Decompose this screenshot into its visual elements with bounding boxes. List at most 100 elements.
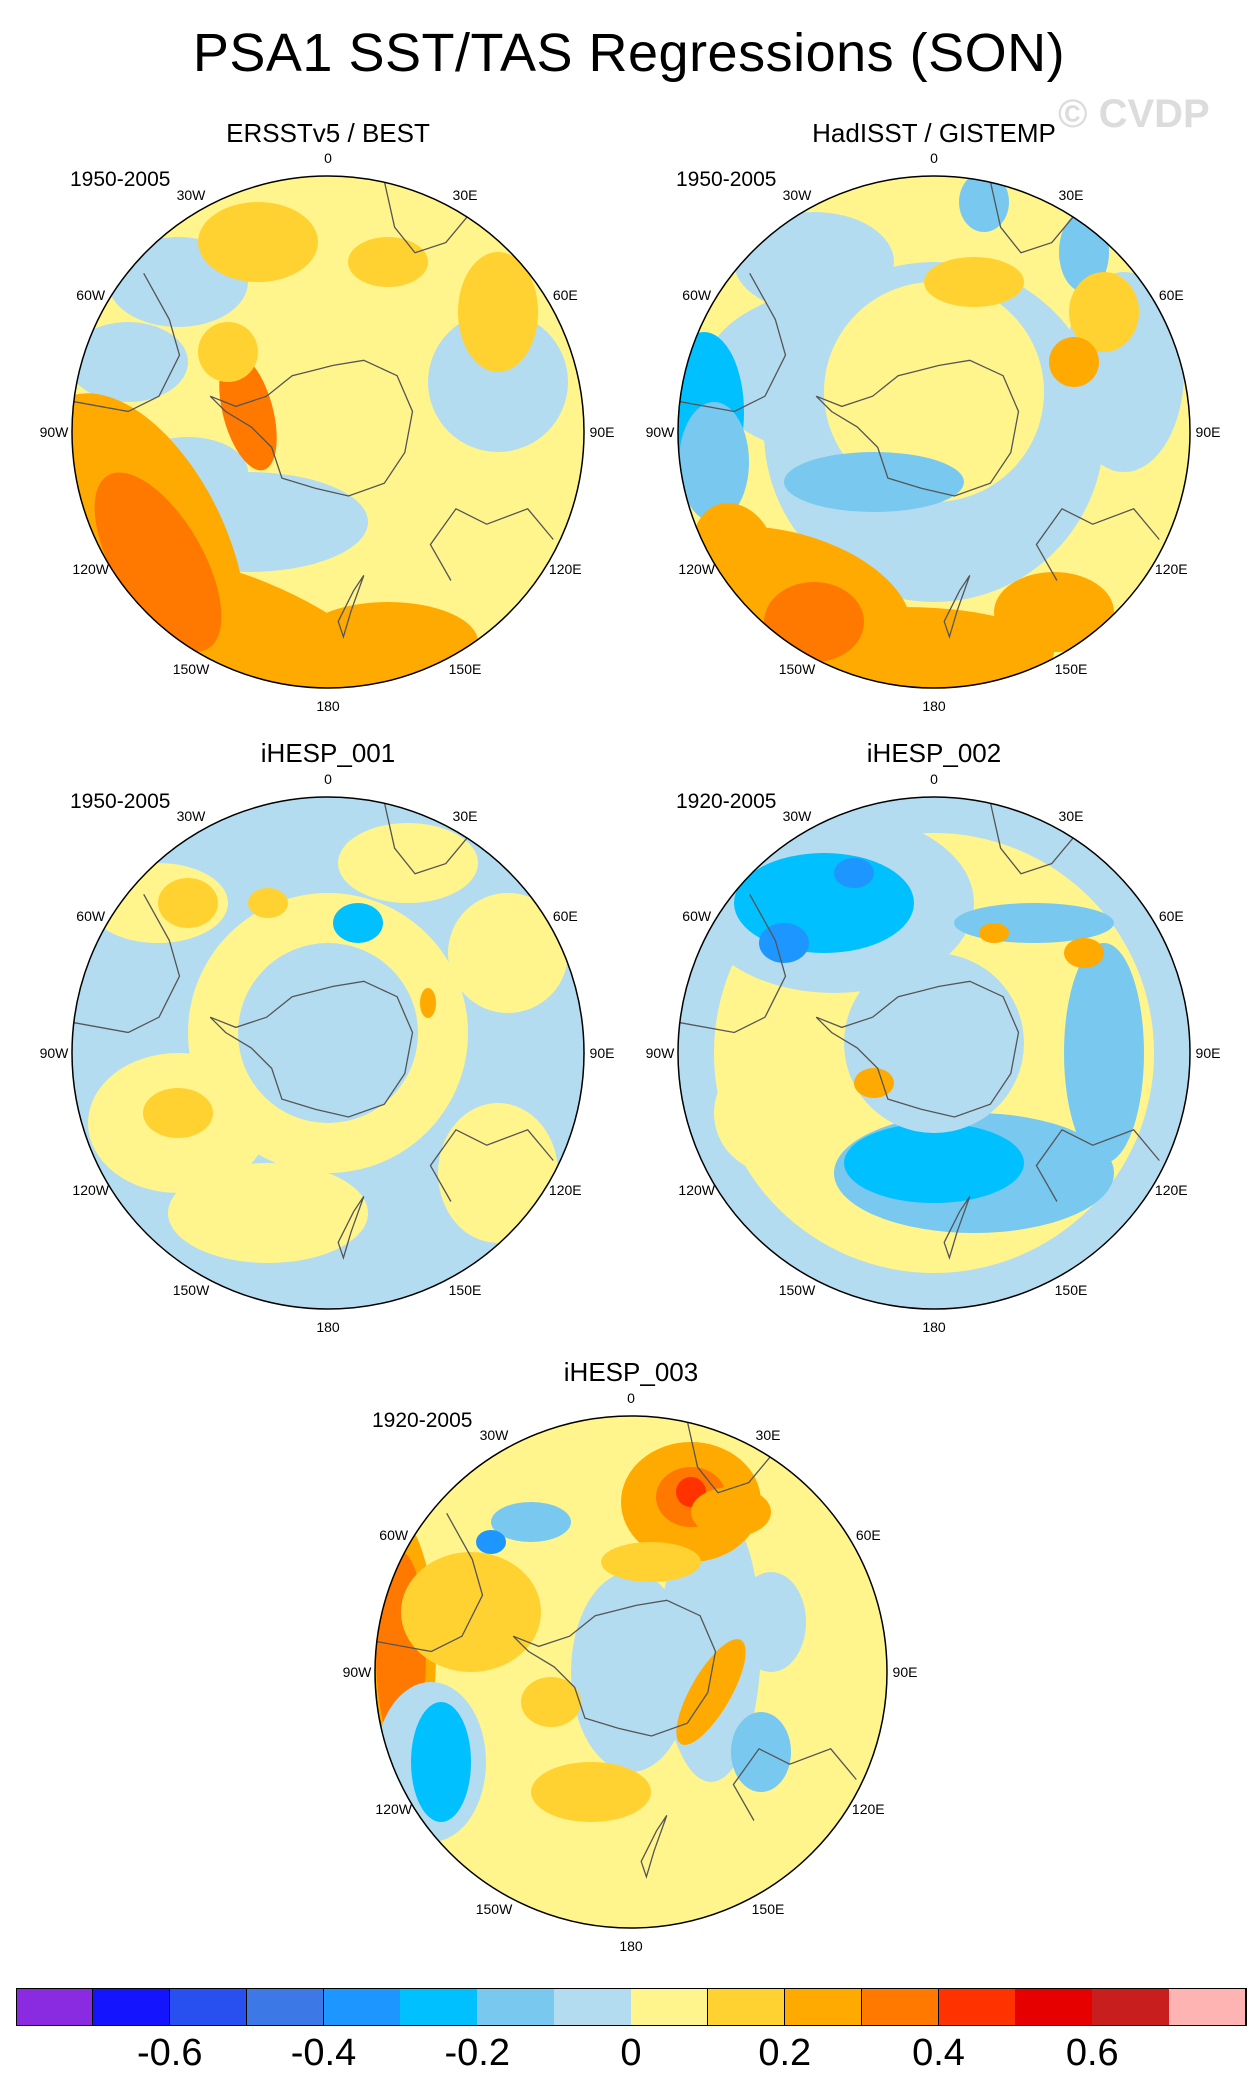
panel-title: iHESP_003: [563, 1357, 699, 1387]
longitude-label: 30W: [479, 1426, 509, 1443]
regression-contour: [428, 312, 568, 452]
colorbar-bin: [400, 1988, 478, 2026]
colorbar-bin: [92, 1988, 171, 2026]
longitude-label: 60E: [855, 1527, 881, 1543]
colorbar-tick-label: 0.6: [1065, 2032, 1119, 2074]
colorbar-bin: [1169, 1988, 1247, 2026]
coastline: [209, 980, 414, 1118]
coastline: [989, 801, 1078, 875]
coastline: [640, 1815, 668, 1879]
polar-map: [71, 175, 585, 689]
regression-contour: [219, 353, 277, 471]
longitude-label: 30W: [176, 807, 206, 824]
regression-contour: [458, 252, 538, 372]
longitude-label: 0: [324, 150, 332, 166]
longitude-label: 150W: [778, 661, 816, 678]
longitude-label: 150W: [172, 1282, 210, 1299]
polar-map: [374, 1415, 888, 1929]
longitude-label: 120W: [72, 1182, 109, 1198]
regression-contour: [348, 237, 428, 287]
coastline: [429, 507, 554, 581]
longitude-label: 120W: [72, 561, 109, 577]
polar-map: [677, 796, 1191, 1310]
longitude-label: 120W: [678, 1182, 715, 1198]
map-border: [677, 796, 1191, 1310]
longitude-label: 0: [324, 771, 332, 787]
regression-contour: [338, 823, 478, 903]
colorbar-tick-label: -0.6: [137, 2032, 203, 2074]
regression-contour: [844, 953, 1024, 1133]
coastline: [943, 1196, 971, 1260]
map-border: [677, 175, 1191, 689]
longitude-label: 180: [922, 1319, 946, 1335]
regression-contour: [601, 1542, 701, 1582]
longitude-label: 90W: [645, 424, 675, 440]
coastline: [512, 1599, 717, 1737]
longitude-label: 90W: [39, 1045, 69, 1061]
regression-contour: [198, 322, 258, 382]
longitude-label: 30W: [782, 186, 812, 203]
colorbar-bin: [323, 1988, 401, 2026]
longitude-label: 180: [316, 698, 340, 714]
regression-contour: [138, 572, 218, 632]
panel-period: 1950-2005: [676, 168, 777, 191]
panel-period: 1920-2005: [372, 1409, 473, 1432]
colorbar-tick-label: 0.2: [758, 2032, 812, 2074]
longitude-label: 120W: [678, 561, 715, 577]
regression-contour: [834, 858, 874, 888]
coastline: [383, 180, 472, 254]
coastline: [1035, 507, 1160, 581]
regression-contour: [731, 1712, 791, 1792]
coastline: [1035, 1128, 1160, 1202]
regression-contour: [676, 1639, 746, 1745]
regression-contour: [979, 923, 1009, 943]
regression-contour: [248, 888, 288, 918]
longitude-label: 60W: [682, 287, 712, 303]
regression-contour: [198, 202, 318, 282]
map-border: [71, 175, 585, 689]
longitude-label: 120E: [1154, 561, 1188, 577]
coastline: [815, 980, 1020, 1118]
colorbar-tick-label: -0.4: [290, 2032, 357, 2074]
longitude-label: 150E: [1054, 661, 1088, 678]
longitude-label: 90W: [39, 424, 69, 440]
coastline: [209, 359, 414, 497]
colorbar-bin: [246, 1988, 324, 2026]
coastline: [678, 893, 787, 1034]
longitude-label: 150W: [778, 1282, 816, 1299]
panel-title: ERSSTv5 / BEST: [226, 118, 430, 148]
longitude-label: 60W: [76, 287, 106, 303]
longitude-label: 90W: [342, 1664, 372, 1680]
longitude-label: 90E: [589, 424, 615, 440]
coastline: [72, 893, 181, 1034]
polar-map: [71, 796, 585, 1310]
coastline: [943, 575, 971, 639]
longitude-label: 60W: [379, 1527, 409, 1543]
regression-contour: [143, 1088, 213, 1138]
longitude-label: 60W: [76, 908, 106, 924]
longitude-label: 30E: [1058, 186, 1084, 203]
colorbar-tick-label: 0: [620, 2032, 642, 2074]
colorbar-bin: [938, 1988, 1016, 2026]
longitude-label: 30W: [176, 186, 206, 203]
regression-contour: [1064, 938, 1104, 968]
regression-contour: [764, 582, 864, 662]
panel-period: 1950-2005: [70, 168, 171, 191]
regression-contour: [401, 1552, 541, 1672]
regression-contour: [691, 1487, 771, 1537]
longitude-label: 30E: [755, 1426, 781, 1443]
regression-contour: [420, 988, 436, 1018]
longitude-label: 60E: [1158, 908, 1184, 924]
regression-contour: [476, 1530, 506, 1554]
colorbar-bin: [1092, 1988, 1170, 2026]
longitude-label: 0: [930, 771, 938, 787]
regression-contour: [824, 282, 1044, 502]
longitude-label: 150W: [475, 1901, 513, 1918]
polar-map: [677, 175, 1191, 689]
regression-contour: [759, 923, 809, 963]
figure-title: PSA1 SST/TAS Regressions (SON): [192, 23, 1066, 83]
longitude-label: 90E: [1195, 424, 1221, 440]
regression-contour: [168, 1163, 368, 1263]
coastline: [678, 272, 787, 413]
panel-period: 1950-2005: [70, 790, 171, 813]
